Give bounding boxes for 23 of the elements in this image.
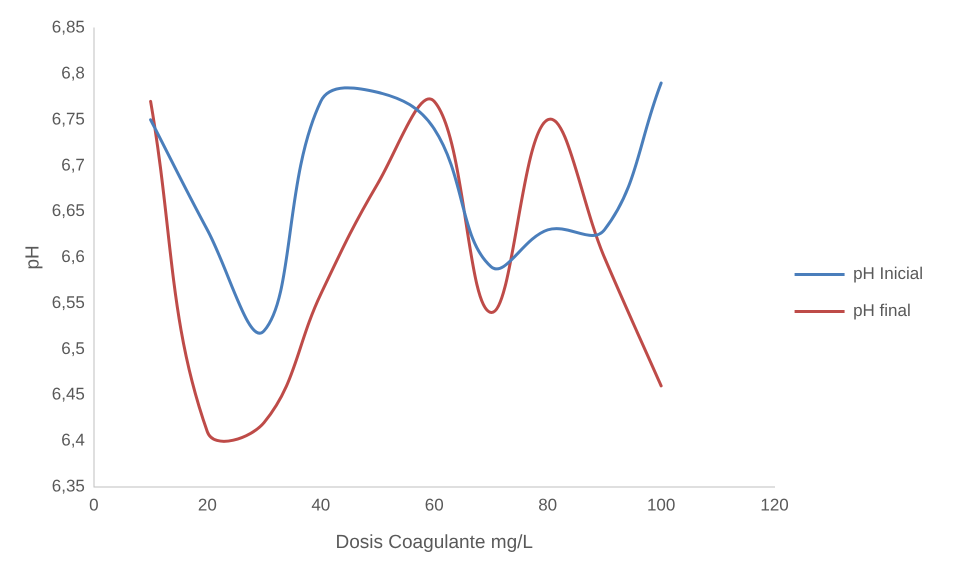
y-tick-label: 6,4 (61, 430, 85, 450)
y-tick-label: 6,6 (61, 247, 85, 266)
x-tick-label: 40 (311, 496, 330, 515)
x-tick-label: 80 (538, 496, 558, 515)
x-tick-label: 100 (646, 496, 676, 515)
legend-label: pH Inicial (853, 264, 924, 284)
y-tick-label: 6,5 (61, 338, 85, 358)
y-tick-label: 6,65 (52, 201, 85, 220)
y-tick-label: 6,45 (52, 384, 85, 404)
y-tick-label: 6,7 (61, 155, 85, 174)
y-axis-title: pH (22, 245, 44, 270)
legend-label: pH final (853, 301, 911, 320)
x-tick-label: 20 (198, 496, 217, 515)
x-tick-label: 60 (424, 496, 444, 515)
y-tick-label: 6,55 (52, 292, 85, 312)
x-tick-label: 0 (89, 496, 99, 515)
y-tick-label: 6,35 (52, 476, 85, 496)
y-tick-label: 6,85 (52, 18, 85, 37)
y-tick-label: 6,8 (61, 64, 85, 83)
x-tick-label: 120 (760, 496, 789, 515)
line-series (149, 82, 663, 334)
y-tick-label: 6,75 (52, 109, 85, 128)
x-axis-title: Dosis Coagulante mg/L (335, 532, 533, 553)
